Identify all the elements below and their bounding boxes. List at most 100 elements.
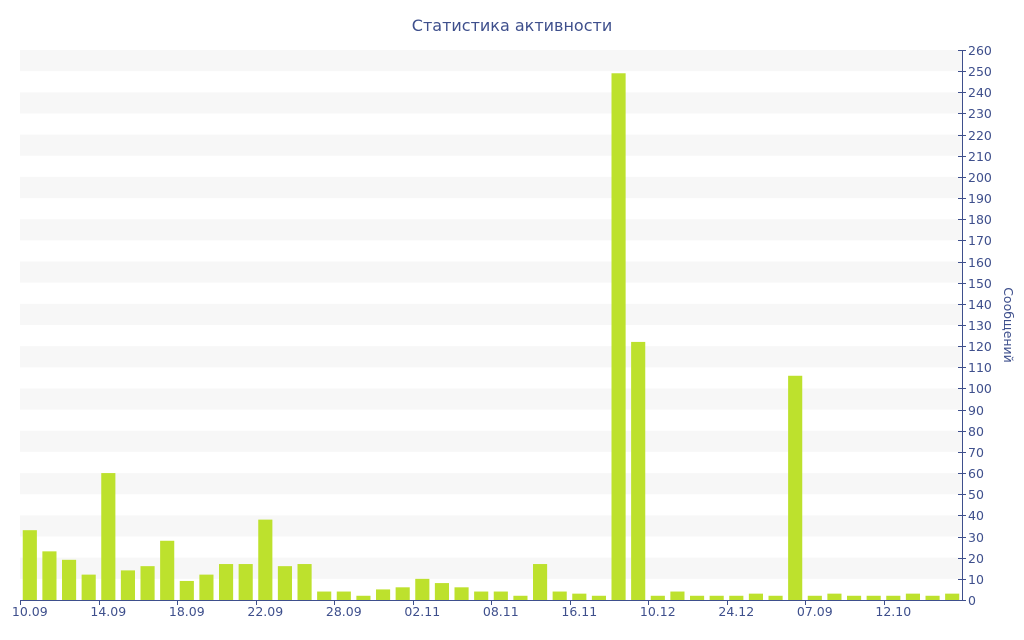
bar <box>415 578 430 600</box>
bar <box>474 591 489 600</box>
y-tick-label: 100 <box>968 381 992 396</box>
bar <box>670 591 685 600</box>
bar <box>493 591 508 600</box>
bar <box>650 595 665 600</box>
axes: 0 10 20 30 40 50 60 70 80 90 100 110 120 130 140 150 160… <box>12 43 992 619</box>
bar <box>277 566 292 600</box>
grid-band <box>20 92 962 114</box>
bar <box>120 570 135 600</box>
y-tick-label: 210 <box>968 149 992 164</box>
bar <box>62 559 77 600</box>
grid-band <box>20 346 962 368</box>
bar <box>336 591 351 600</box>
y-tick-label: 180 <box>968 212 992 227</box>
bars <box>22 73 960 600</box>
grid-band <box>20 303 962 325</box>
bar <box>160 540 175 600</box>
y-tick-label: 120 <box>968 339 992 354</box>
bar <box>611 73 626 600</box>
grid-band <box>20 388 962 410</box>
y-tick-label: 60 <box>968 466 984 481</box>
bar <box>925 595 940 600</box>
x-tick-label: 22.09 <box>247 604 283 619</box>
bar <box>631 341 646 600</box>
bar <box>690 595 705 600</box>
bar <box>434 583 449 600</box>
bar <box>317 591 332 600</box>
y-tick-label: 10 <box>968 572 984 587</box>
x-tick-label: 08.11 <box>483 604 519 619</box>
bar <box>788 375 803 600</box>
x-tick-label: 07.09 <box>797 604 833 619</box>
bar <box>807 595 822 600</box>
y-tick-label: 170 <box>968 233 992 248</box>
bar <box>199 574 214 600</box>
y-tick-label: 50 <box>968 487 984 502</box>
y-tick-label: 20 <box>968 551 984 566</box>
bar <box>219 564 234 600</box>
bar <box>827 593 842 600</box>
y-axis-label: Сообщений <box>1001 287 1016 363</box>
bar <box>768 595 783 600</box>
grid-band <box>20 50 962 72</box>
y-tick-label: 80 <box>968 424 984 439</box>
grid-band <box>20 134 962 156</box>
x-tick-label: 12.10 <box>875 604 911 619</box>
bar <box>513 595 528 600</box>
y-tick-label: 260 <box>968 43 992 58</box>
y-tick-label: 130 <box>968 318 992 333</box>
grid-band <box>20 219 962 241</box>
bar <box>866 595 881 600</box>
x-tick-label: 02.11 <box>404 604 440 619</box>
grid-band <box>20 176 962 199</box>
grid-bands <box>20 50 962 579</box>
y-tick-label: 40 <box>968 508 984 523</box>
x-tick-label: 18.09 <box>169 604 205 619</box>
y-tick-label: 200 <box>968 170 992 185</box>
bar <box>591 595 606 600</box>
y-tick-label: 70 <box>968 445 984 460</box>
bar <box>238 564 253 600</box>
grid-band <box>20 515 962 537</box>
bar <box>179 580 194 600</box>
bar <box>533 564 548 600</box>
x-tick-label: 24.12 <box>718 604 754 619</box>
y-tick-label: 140 <box>968 297 992 312</box>
grid-band <box>20 430 962 452</box>
bar <box>709 595 724 600</box>
x-tick-label: 10.12 <box>640 604 676 619</box>
bar <box>22 530 37 600</box>
y-tick-label: 160 <box>968 255 992 270</box>
y-tick-label: 230 <box>968 106 992 121</box>
bar <box>140 566 155 600</box>
y-tick-label: 0 <box>968 593 976 608</box>
y-tick-label: 90 <box>968 403 984 418</box>
y-tick-label: 110 <box>968 360 992 375</box>
bar <box>297 564 312 600</box>
y-tick-label: 190 <box>968 191 992 206</box>
y-tick-label: 30 <box>968 530 984 545</box>
bar <box>101 473 116 600</box>
bar <box>905 593 920 600</box>
bar <box>395 587 410 600</box>
chart-title: Статистика активности <box>412 16 612 35</box>
bar <box>454 587 469 600</box>
bar <box>847 595 862 600</box>
grid-band <box>20 261 962 283</box>
y-tick-label: 240 <box>968 85 992 100</box>
y-tick-label: 250 <box>968 64 992 79</box>
bar <box>42 551 57 600</box>
x-tick-label: 10.09 <box>12 604 48 619</box>
y-tick-label: 220 <box>968 128 992 143</box>
grid-band <box>20 557 962 579</box>
bar <box>81 574 96 600</box>
bar <box>552 591 567 600</box>
x-tick-label: 28.09 <box>326 604 362 619</box>
bar <box>376 589 391 600</box>
bar <box>572 593 587 600</box>
bar <box>886 595 901 600</box>
bar <box>729 595 744 600</box>
bar <box>945 593 960 600</box>
